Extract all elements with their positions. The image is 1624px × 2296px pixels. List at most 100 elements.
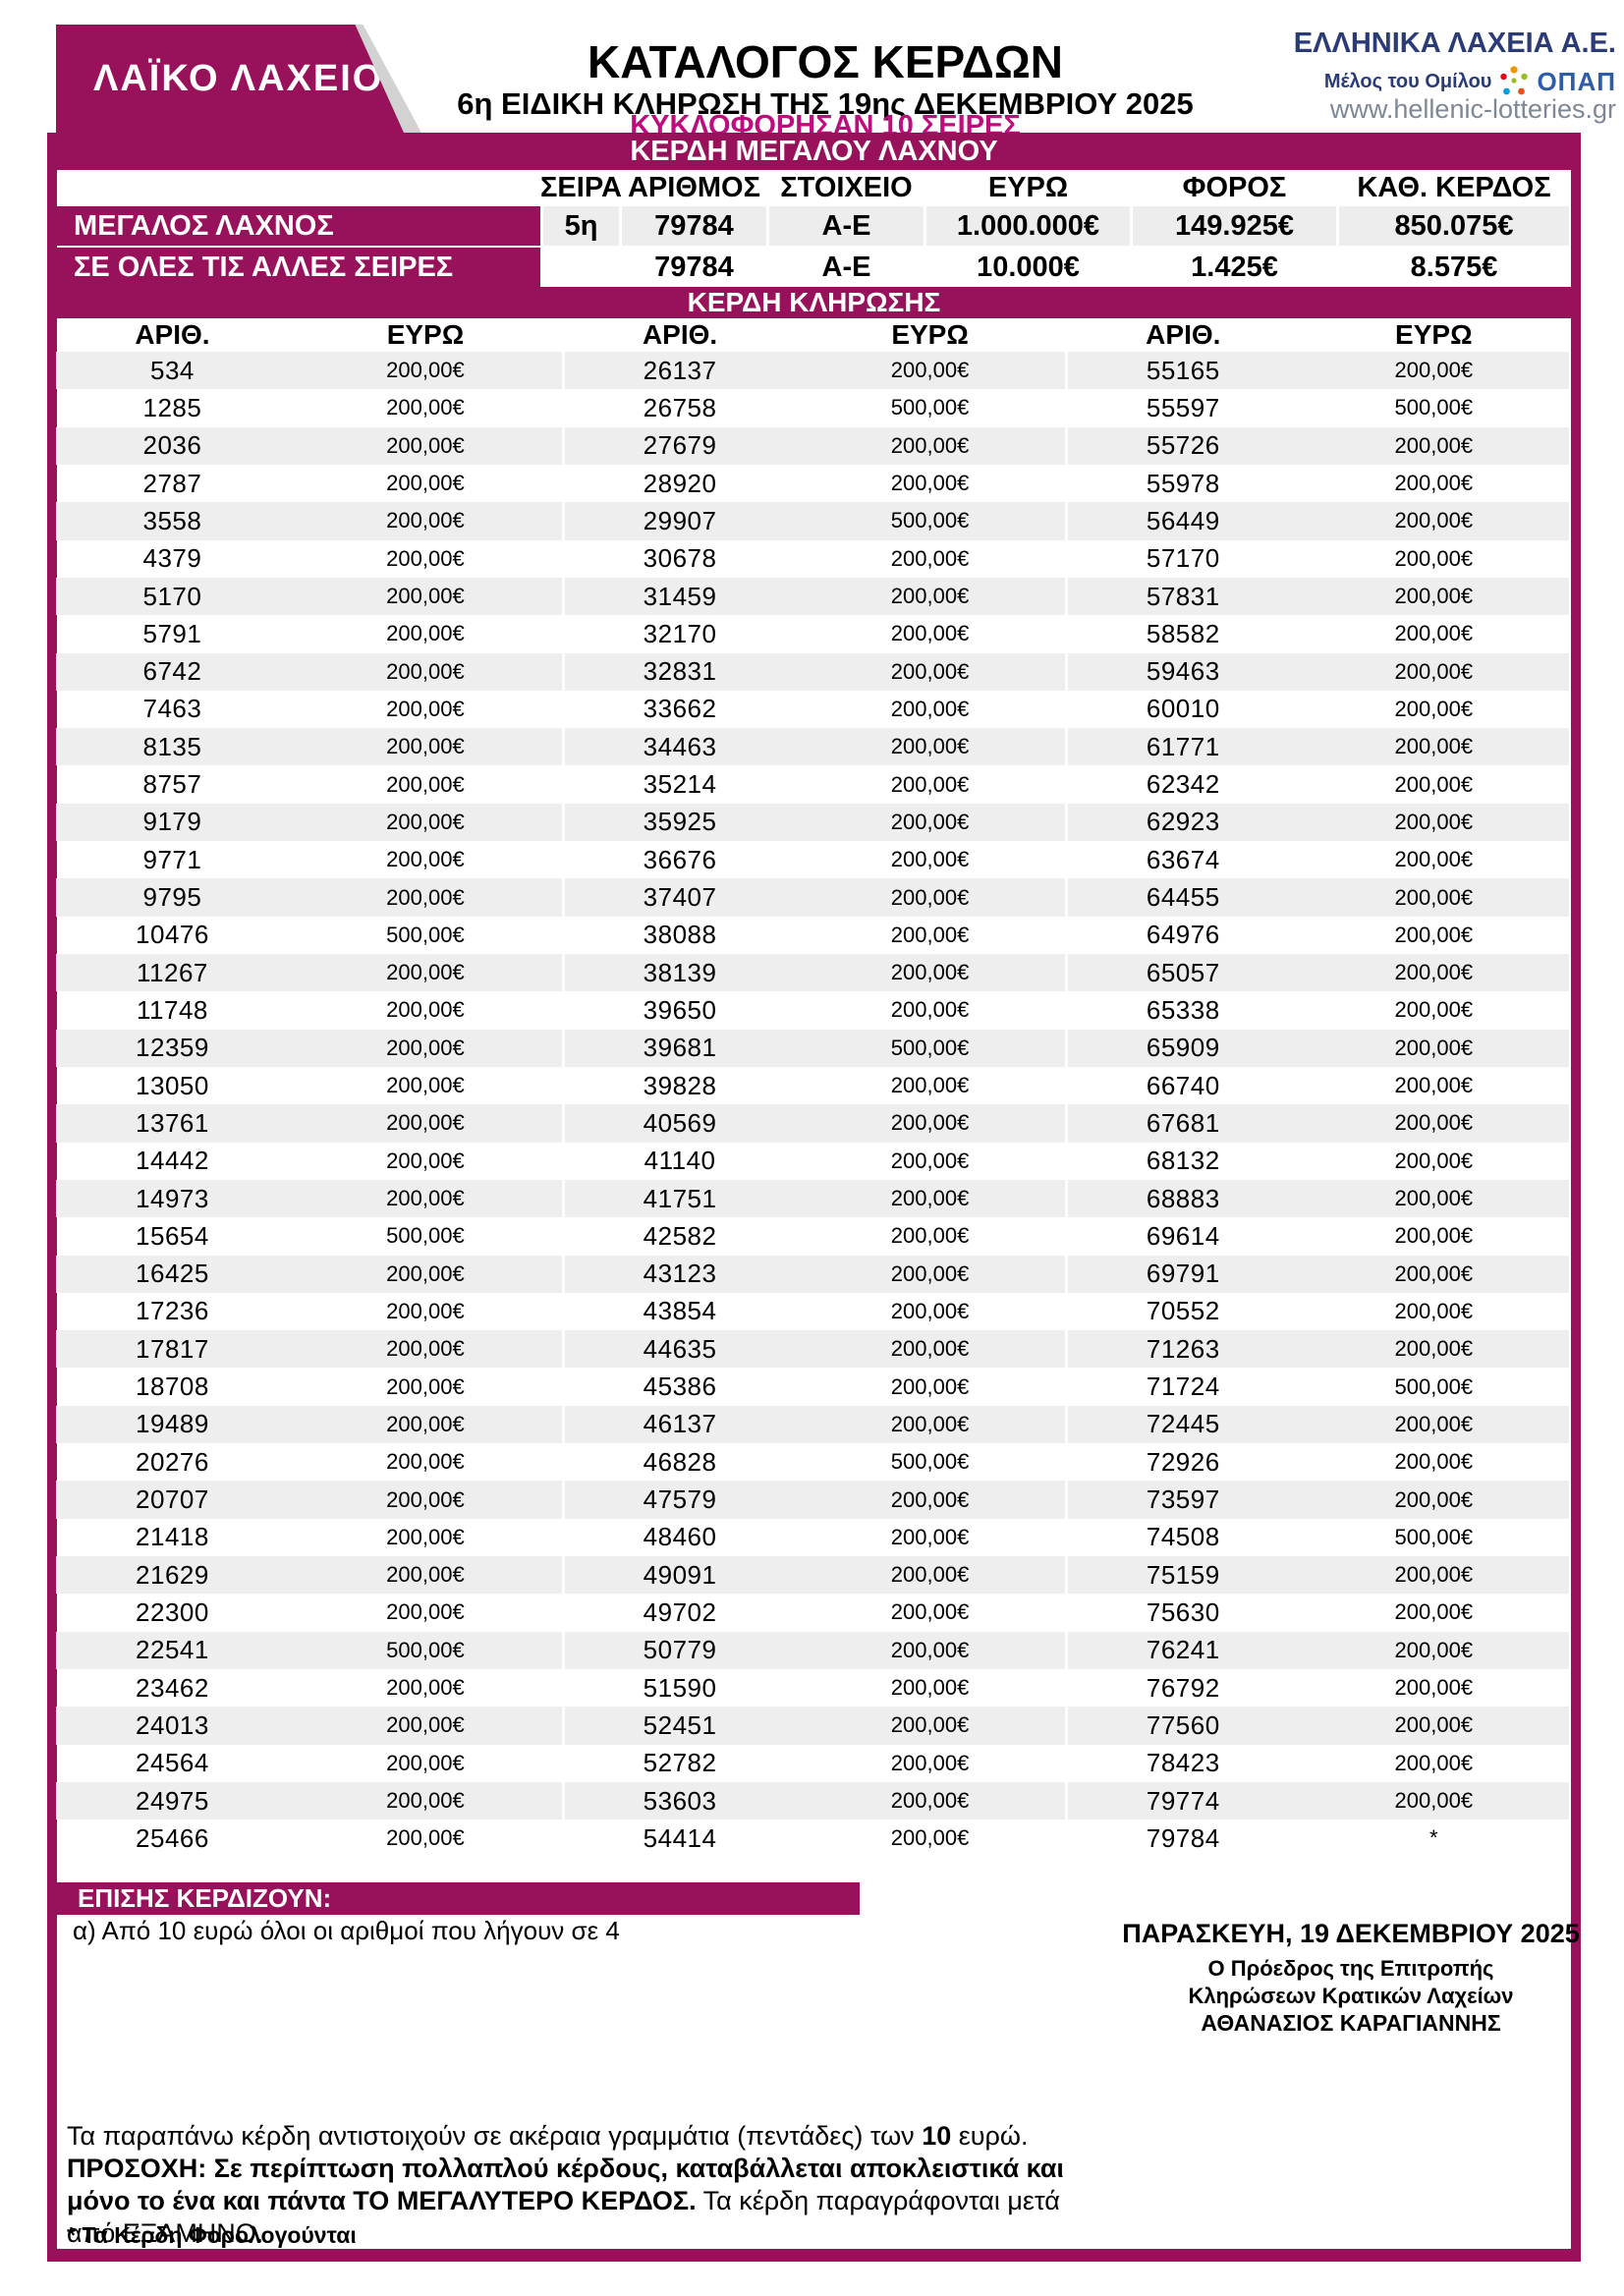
prize-amount: 200,00€	[1394, 1110, 1474, 1136]
prize-amount: 200,00€	[386, 1373, 465, 1399]
prize-amount: 200,00€	[890, 1373, 970, 1399]
also-win-band-title: ΕΠΙΣΗΣ ΚΕΡΔΙΖΟΥΝ:	[56, 1882, 860, 1915]
prize-number: 4379	[142, 543, 202, 574]
footer-bold-segment: ΠΡΟΣΟΧΗ: Σε περίπτωση πολλαπλού κέρδους,…	[67, 2154, 1064, 2215]
prize-number: 20276	[136, 1446, 209, 1477]
footer-paragraph: Τα παραπάνω κέρδη αντιστοιχούν σε ακέραι…	[67, 2120, 1108, 2250]
prize-number: 57170	[1146, 543, 1220, 574]
signature-title-line1: Ο Πρόεδρος της Επιτροπής	[1207, 1956, 1494, 1981]
prize-number: 11267	[137, 957, 208, 987]
prize-number: 2787	[142, 468, 202, 498]
prize-number: 24564	[136, 1748, 209, 1778]
prize-amount: 200,00€	[890, 1562, 970, 1588]
prize-amount: 200,00€	[386, 1449, 465, 1475]
prize-amount: 200,00€	[386, 508, 465, 533]
prize-amount: 200,00€	[386, 1260, 465, 1286]
prize-number: 3558	[142, 505, 202, 535]
table-row: 78423 200,00€	[1068, 1745, 1569, 1782]
prize-amount: 200,00€	[890, 1411, 970, 1436]
prize-amount: 200,00€	[1394, 545, 1474, 571]
prize-number: 65909	[1146, 1033, 1220, 1063]
prize-amount: 200,00€	[1394, 584, 1474, 609]
table-row: 75159 200,00€	[1068, 1556, 1569, 1595]
prize-number: 26758	[643, 392, 717, 422]
grand-prize-band-title: ΚΕΡΔΗ ΜΕΓΑΛΟΥ ΛΑΧΝΟΥ	[47, 133, 1581, 170]
col-eyro: ΕΥΡΩ	[1395, 319, 1473, 350]
prize-amount: 200,00€	[386, 1562, 465, 1588]
prize-number: 5170	[142, 581, 202, 611]
prize-amount: 200,00€	[1394, 1411, 1474, 1436]
prize-number: 35925	[643, 807, 717, 837]
prize-amount: 200,00€	[386, 847, 465, 872]
table-row: 56449 200,00€	[1068, 502, 1569, 540]
prize-amount: 200,00€	[1394, 1186, 1474, 1211]
table-row: 16425 200,00€	[56, 1255, 562, 1293]
table-row: 61771 200,00€	[1068, 728, 1569, 766]
prize-number: 78423	[1146, 1748, 1220, 1778]
table-row: 79784 *	[1068, 1820, 1569, 1857]
prize-amount: 200,00€	[890, 432, 970, 458]
prize-number: 534	[150, 355, 195, 385]
prize-number: 65338	[1146, 994, 1220, 1025]
prize-number: 52451	[643, 1709, 717, 1740]
frame-bottom-bar	[47, 2249, 1581, 2262]
table-row: 32831 200,00€	[565, 652, 1065, 691]
table-row: 70552 200,00€	[1068, 1293, 1569, 1330]
table-row: 2036 200,00€	[56, 426, 562, 465]
table-row: 22300 200,00€	[56, 1594, 562, 1631]
prize-amount: 200,00€	[386, 1298, 465, 1323]
opap-figure-icon	[1497, 65, 1531, 98]
prize-amount: 200,00€	[1394, 884, 1474, 910]
group3-header: ΑΡΙΘ. ΕΥΡΩ	[1068, 319, 1569, 350]
prize-amount: 200,00€	[1394, 1637, 1474, 1662]
table-row: 39681 500,00€	[565, 1029, 1065, 1067]
table-row: 11267 200,00€	[56, 954, 562, 992]
row-separator	[74, 246, 540, 248]
prize-number: 14973	[136, 1183, 209, 1213]
prize-amount: 200,00€	[890, 1186, 970, 1211]
page-title: ΚΑΤΑΛΟΓΟΣ ΚΕΡΔΩΝ	[588, 36, 1063, 87]
prize-number: 74508	[1146, 1522, 1220, 1552]
prize-amount: 200,00€	[890, 1110, 970, 1136]
table-row: 8757 200,00€	[56, 765, 562, 803]
table-row: 26137 200,00€	[565, 352, 1065, 390]
table-row: 13761 200,00€	[56, 1104, 562, 1143]
table-row: 27679 200,00€	[565, 426, 1065, 465]
prize-amount: 200,00€	[890, 809, 970, 834]
prize-number: 48460	[643, 1522, 717, 1552]
prize-amount: 200,00€	[386, 395, 465, 420]
company-website: www.hellenic-lotteries.gr	[1329, 94, 1616, 124]
table-row: 62923 200,00€	[1068, 803, 1569, 842]
logo-text: ΛΑΪΚΟ ΛΑΧΕΙΟ	[93, 57, 384, 99]
table-row: 12359 200,00€	[56, 1029, 562, 1067]
prize-number: 43854	[643, 1296, 717, 1326]
prize-number: 59463	[1146, 656, 1220, 687]
prize-amount: 500,00€	[890, 395, 970, 420]
table-row: 57170 200,00€	[1068, 540, 1569, 578]
prize-amount: 500,00€	[386, 1637, 465, 1662]
table-row: 68132 200,00€	[1068, 1143, 1569, 1180]
table-row: 52451 200,00€	[565, 1707, 1065, 1745]
prize-amount: 200,00€	[386, 1186, 465, 1211]
prize-amount: 200,00€	[386, 960, 465, 985]
table-row: 13050 200,00€	[56, 1067, 562, 1104]
col-arithmos: ΑΡΙΘΜΟΣ	[627, 172, 761, 203]
table-row: 21629 200,00€	[56, 1556, 562, 1595]
prize-number: 24975	[136, 1785, 209, 1816]
col-kath-kerdos: ΚΑΘ. ΚΕΡΔΟΣ	[1357, 172, 1551, 203]
prize-amount: 200,00€	[1394, 1035, 1474, 1060]
table-row: 39828 200,00€	[565, 1067, 1065, 1104]
prize-amount: 200,00€	[1394, 1712, 1474, 1738]
table-row: 32170 200,00€	[565, 615, 1065, 652]
prize-amount: 200,00€	[1394, 809, 1474, 834]
prize-amount: 200,00€	[386, 771, 465, 797]
prize-amount: 200,00€	[890, 471, 970, 496]
prize-number: 17236	[136, 1296, 209, 1326]
prize-number: 27679	[643, 430, 717, 461]
row-label: ΣΕ ΟΛΕΣ ΤΙΣ ΑΛΛΕΣ ΣΕΙΡΕΣ	[47, 248, 540, 287]
prize-amount: 200,00€	[386, 734, 465, 759]
prize-amount: 200,00€	[1394, 471, 1474, 496]
prize-number: 35214	[643, 769, 717, 800]
table-row: 3558 200,00€	[56, 502, 562, 540]
prize-number: 49702	[643, 1596, 717, 1627]
